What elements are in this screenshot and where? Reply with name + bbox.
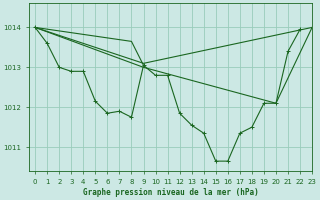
X-axis label: Graphe pression niveau de la mer (hPa): Graphe pression niveau de la mer (hPa) — [83, 188, 259, 197]
